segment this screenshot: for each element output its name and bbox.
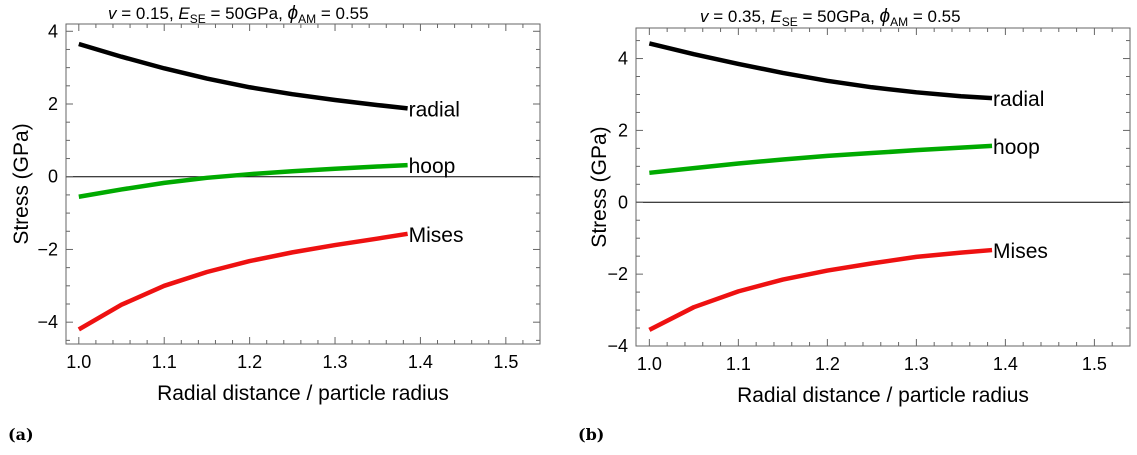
chart-panel-1: 1.0 1.1 1.2 1.3 1.4 1.5 −4 −2 0 2 4 Radial distance…	[8, 3, 541, 444]
x-tick-label: 1.2	[815, 354, 840, 374]
x-tick-label: 1.4	[993, 354, 1018, 374]
series-label-radial: radial	[993, 88, 1044, 111]
x-tick-label: 1.1	[152, 352, 177, 372]
y-tick-label: 0	[618, 192, 628, 212]
x-tick-label: 1.1	[726, 354, 751, 374]
x-tick-label: 1.5	[1082, 354, 1107, 374]
y-tick-label: 0	[48, 167, 58, 187]
y-tick-label: 2	[48, 94, 58, 114]
y-axis-label: Stress (GPa)	[588, 126, 611, 247]
chart-panel-2: 1.0 1.1 1.2 1.3 1.4 1.5 −4 −2 0 2 4 Radial distance…	[578, 6, 1131, 444]
panel-label: (b)	[578, 425, 604, 444]
chart-title: v = 0.15, ESE = 50GPa, ϕAM = 0.55	[108, 3, 369, 26]
chart-title: v = 0.35, ESE = 50GPa, ϕAM = 0.55	[700, 6, 961, 29]
series-label-mises: Mises	[993, 240, 1048, 263]
x-axis-label: Radial distance / particle radius	[157, 382, 449, 405]
series-line-hoop	[78, 162, 408, 199]
x-tick-label: 1.3	[904, 354, 929, 374]
plot-frame	[65, 23, 541, 345]
x-axis-label: Radial distance / particle radius	[737, 384, 1029, 407]
series-line-radial	[78, 41, 408, 111]
y-axis-label: Stress (GPa)	[10, 123, 33, 244]
series-label-radial: radial	[409, 98, 460, 121]
x-tick-label: 1.4	[408, 352, 433, 372]
x-tick-label: 1.3	[323, 352, 348, 372]
y-tick-label: 2	[618, 120, 628, 140]
series-line-radial	[648, 41, 993, 101]
x-tick-label: 1.2	[237, 352, 262, 372]
x-tick-label: 1.0	[637, 354, 662, 374]
series-line-hoop	[649, 143, 993, 176]
panel-label: (a)	[8, 425, 34, 444]
y-tick-label: −2	[607, 264, 628, 284]
plot-frame	[635, 27, 1131, 347]
y-tick-label: 4	[618, 49, 628, 69]
series-label-hoop: hoop	[993, 136, 1040, 159]
series-line-mises	[77, 231, 408, 332]
series-line-mises	[648, 247, 993, 332]
y-tick-label: −2	[37, 239, 58, 259]
x-tick-label: 1.5	[493, 352, 518, 372]
x-tick-label: 1.0	[66, 352, 91, 372]
y-tick-label: 4	[48, 21, 58, 41]
series-label-mises: Mises	[409, 224, 464, 247]
y-tick-label: −4	[37, 312, 58, 332]
series-label-hoop: hoop	[409, 155, 456, 178]
y-tick-label: −4	[607, 336, 628, 356]
